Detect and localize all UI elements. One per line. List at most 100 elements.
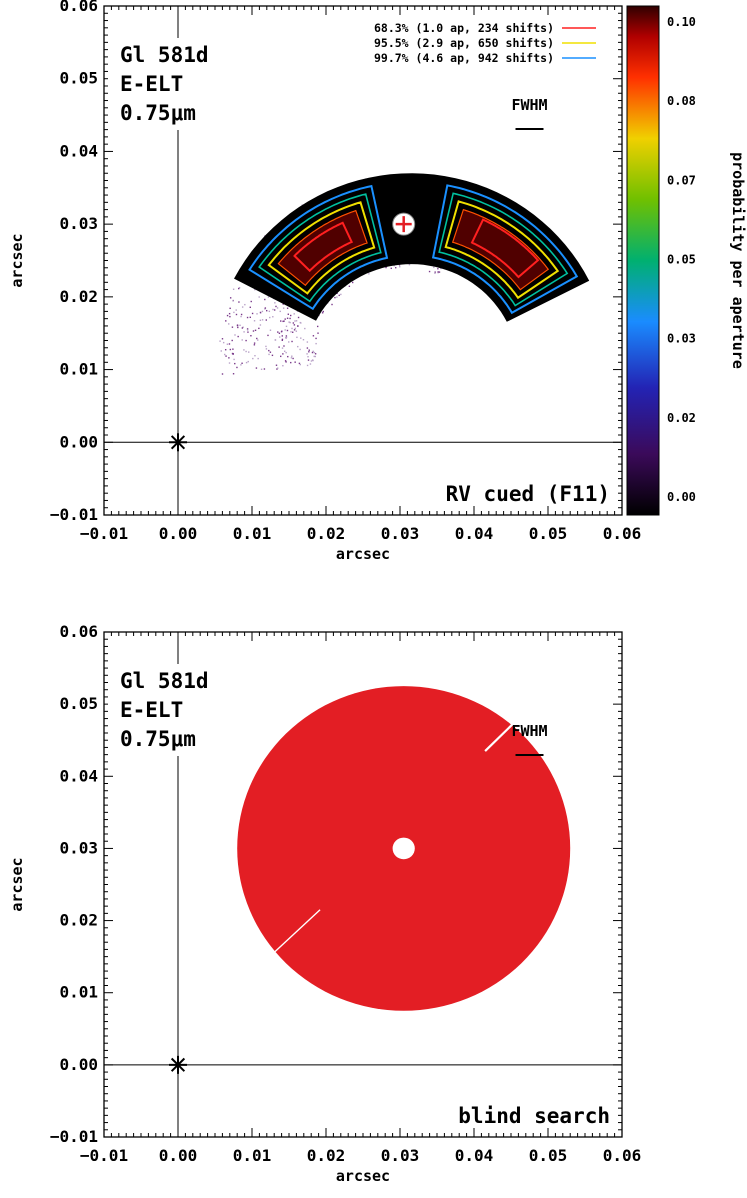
- halo-point: [232, 300, 234, 302]
- halo-point: [281, 335, 283, 337]
- halo-point: [304, 327, 306, 330]
- halo-point: [310, 360, 313, 362]
- region-gap-upper: [484, 706, 531, 752]
- halo-point: [306, 347, 309, 349]
- halo-point: [264, 308, 266, 310]
- halo-point: [236, 324, 239, 326]
- halo-point: [255, 367, 258, 369]
- halo-point: [245, 350, 247, 353]
- halo-point: [289, 314, 292, 317]
- halo-point: [281, 339, 284, 341]
- halo-point: [281, 347, 284, 349]
- halo-point: [309, 363, 312, 365]
- halo-point: [285, 361, 287, 363]
- legend-label: 95.5% (2.9 ap, 650 shifts): [374, 36, 554, 50]
- halo-point: [250, 300, 252, 303]
- wavelength: 0.75μm: [120, 727, 196, 751]
- halo-point: [232, 353, 234, 355]
- halo-point: [284, 360, 287, 362]
- colorbar-tick-label: 0.02: [667, 411, 696, 425]
- halo-point: [283, 350, 286, 352]
- halo-point: [226, 343, 229, 345]
- halo-point: [233, 311, 235, 314]
- halo-point: [258, 327, 260, 330]
- halo-point: [261, 319, 264, 321]
- halo-point: [296, 336, 298, 339]
- halo-point: [291, 340, 293, 343]
- halo-point: [289, 317, 291, 320]
- halo-point: [312, 350, 314, 353]
- halo-point: [293, 324, 296, 326]
- halo-point: [271, 354, 274, 357]
- x-tick-label: 0.00: [159, 524, 198, 543]
- halo-point: [261, 310, 264, 313]
- region-gap-lower: [257, 909, 321, 968]
- halo-point: [322, 310, 324, 313]
- contour-68: [470, 218, 540, 279]
- x-tick-label: 0.02: [307, 1146, 346, 1165]
- x-axis-label: arcsec: [336, 1167, 390, 1185]
- halo-point: [269, 351, 272, 353]
- halo-point: [288, 341, 290, 343]
- colorbar-tick-label: 0.10: [667, 15, 696, 29]
- halo-point: [302, 339, 305, 341]
- halo-point: [294, 361, 296, 363]
- halo-point: [340, 293, 342, 296]
- halo-point: [226, 314, 229, 317]
- halo-point: [311, 351, 314, 354]
- y-tick-label: 0.04: [59, 141, 98, 160]
- halo-point: [288, 321, 290, 323]
- halo-point: [232, 348, 234, 350]
- halo-point: [275, 364, 278, 366]
- halo-point: [286, 307, 289, 309]
- halo-point: [314, 355, 317, 358]
- halo-point: [275, 305, 277, 308]
- halo-point: [291, 355, 293, 357]
- halo-point: [290, 331, 292, 333]
- halo-point: [395, 266, 397, 269]
- halo-point: [282, 320, 284, 323]
- halo-point: [265, 319, 267, 321]
- region-hole: [392, 837, 415, 860]
- x-tick-label: 0.03: [381, 1146, 420, 1165]
- contour-99: [431, 184, 579, 315]
- annotation-bg: [108, 664, 218, 756]
- halo-point: [264, 298, 266, 301]
- y-tick-label: 0.05: [59, 694, 98, 713]
- halo-point: [231, 326, 234, 328]
- halo-point: [274, 302, 276, 304]
- halo-point: [250, 335, 252, 337]
- halo-point: [284, 329, 286, 331]
- halo-point: [268, 349, 270, 352]
- y-tick-label: 0.03: [59, 214, 98, 233]
- halo-point: [399, 266, 401, 268]
- halo-point: [294, 320, 296, 322]
- halo-point: [315, 342, 317, 345]
- colorbar-tick-label: 0.08: [667, 94, 696, 108]
- halo-point: [238, 286, 241, 289]
- x-tick-label: 0.04: [455, 524, 494, 543]
- halo-point: [285, 335, 288, 337]
- colorbar-tick-label: 0.03: [667, 332, 696, 346]
- halo-point: [254, 288, 256, 291]
- halo-point: [240, 364, 242, 366]
- halo-point: [433, 266, 435, 269]
- halo-point: [295, 320, 298, 322]
- halo-point: [312, 359, 314, 362]
- halo-point: [312, 335, 315, 337]
- x-tick-label: −0.01: [80, 1146, 128, 1165]
- x-tick-label: 0.01: [233, 524, 272, 543]
- y-tick-label: −0.01: [50, 1127, 98, 1146]
- halo-point: [242, 326, 244, 328]
- halo-point: [385, 266, 387, 269]
- x-tick-label: 0.02: [307, 524, 346, 543]
- halo-point: [317, 332, 319, 334]
- halo-point: [256, 313, 258, 315]
- halo-point: [440, 267, 442, 270]
- halo-point: [274, 339, 277, 341]
- halo-point: [243, 349, 245, 351]
- halo-point: [231, 339, 233, 342]
- halo-point: [245, 339, 247, 342]
- halo-point: [273, 309, 276, 311]
- halo-point: [229, 348, 232, 351]
